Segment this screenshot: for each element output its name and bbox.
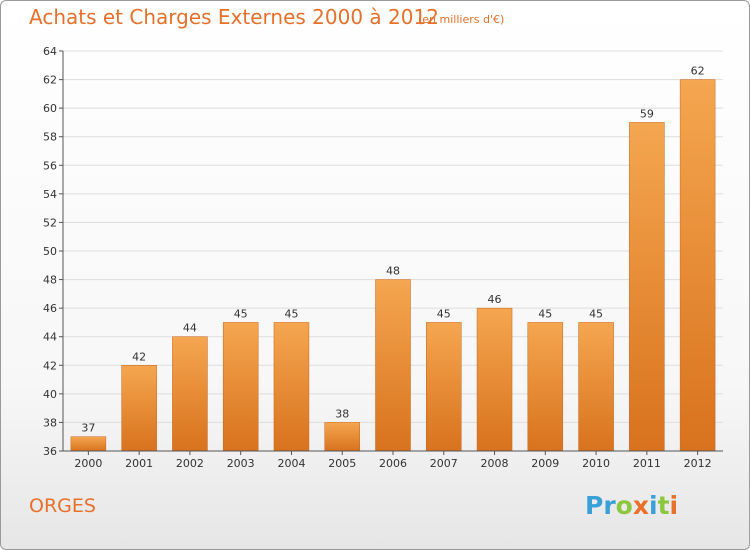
y-tick-label: 48: [43, 274, 57, 287]
y-tick-label: 64: [43, 45, 57, 58]
chart-subtitle: (en milliers d'€): [418, 13, 505, 26]
bar-2010: [578, 322, 614, 452]
y-tick-label: 50: [43, 245, 57, 258]
y-tick-label: 54: [43, 188, 57, 201]
x-tick-label: 2009: [531, 457, 559, 470]
x-tick-label: 2001: [125, 457, 153, 470]
y-tick-label: 36: [43, 445, 57, 458]
bar-value-label: 42: [132, 350, 146, 363]
logo-letter: t: [657, 491, 670, 520]
bar-2001: [121, 365, 157, 452]
x-tick-label: 2005: [328, 457, 356, 470]
y-tick-label: 42: [43, 359, 57, 372]
bar-value-label: 62: [691, 65, 705, 78]
y-tick-label: 52: [43, 216, 57, 229]
bar-value-label: 59: [640, 107, 654, 120]
bar-value-label: 45: [589, 307, 603, 320]
logo-letter: r: [603, 491, 616, 520]
proxiti-logo: Proxiti: [585, 491, 678, 520]
bars: 37 42 44 45 45 38 48 45 46 45 45 59 62: [70, 65, 716, 452]
bar-value-label: 48: [386, 265, 400, 278]
logo-letter: i: [649, 491, 658, 520]
x-tick-label: 2006: [379, 457, 407, 470]
bar-2004: [273, 322, 310, 452]
bar-value-label: 44: [183, 322, 197, 335]
y-tick-label: 56: [43, 159, 57, 172]
y-tick-label: 62: [43, 74, 57, 87]
x-tick-label: 2000: [74, 457, 102, 470]
bar-value-label: 38: [335, 407, 349, 420]
bar-2008: [476, 307, 513, 452]
logo-letter: P: [585, 491, 604, 520]
x-tick-label: 2011: [633, 457, 661, 470]
bar-2006: [375, 279, 411, 452]
x-tick-label: 2008: [481, 457, 509, 470]
bar-value-label: 37: [81, 422, 95, 435]
bar-2007: [426, 322, 462, 452]
y-tick-label: 60: [43, 102, 57, 115]
bar-value-label: 45: [538, 307, 552, 320]
y-tick-label: 46: [43, 302, 57, 315]
logo-letter: x: [632, 491, 649, 520]
bar-2000: [70, 436, 107, 452]
logo-letter: i: [669, 491, 679, 520]
bar-value-label: 46: [488, 293, 502, 306]
bar-value-label: 45: [234, 307, 248, 320]
city-name: ORGES: [29, 495, 96, 517]
x-tick-label: 2004: [277, 457, 305, 470]
y-tick-label: 58: [43, 131, 57, 144]
x-tick-label: 2002: [176, 457, 204, 470]
x-tick-label: 2012: [684, 457, 712, 470]
y-tick-label: 40: [43, 388, 57, 401]
x-tick-label: 2007: [430, 457, 458, 470]
bar-2002: [172, 336, 208, 452]
x-tick-label: 2010: [582, 457, 610, 470]
bar-2012: [679, 79, 716, 452]
x-tick-label: 2003: [227, 457, 255, 470]
y-tick-label: 44: [43, 331, 57, 344]
logo-letter: o: [615, 491, 633, 520]
bar-2003: [222, 322, 259, 452]
axes: 36 38 40 42 44 46 48 50 52 54 56 58 60 62 64 2000 2001 20…: [43, 45, 723, 470]
bar-2011: [629, 122, 665, 452]
bar-value-label: 45: [437, 307, 451, 320]
chart-title: Achats et Charges Externes 2000 à 2012: [29, 5, 439, 29]
bar-value-label: 45: [284, 307, 298, 320]
bar-2005: [324, 422, 360, 452]
bar-2009: [527, 322, 564, 452]
y-tick-label: 38: [43, 416, 57, 429]
